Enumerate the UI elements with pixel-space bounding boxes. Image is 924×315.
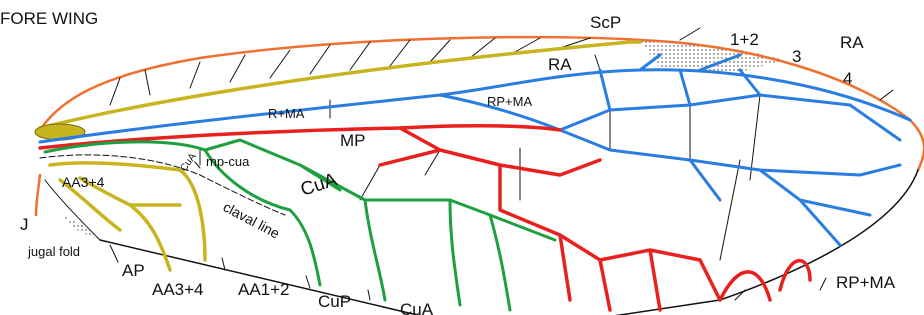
wing-veins: [35, 28, 924, 315]
vein-label: CuA: [298, 169, 340, 200]
vein-label: R+MA: [268, 106, 305, 121]
vein-label: AA3+4: [62, 174, 105, 190]
vein-label: RA: [548, 55, 572, 74]
vein-label: RP+MA: [836, 273, 896, 292]
vein-label: RA: [840, 33, 864, 52]
vein-label: CuA: [400, 300, 434, 315]
vein-label: RP+MA: [487, 94, 532, 109]
vein-label: 1+2: [730, 30, 759, 49]
vein-label: J: [20, 215, 29, 234]
vein-label: 3: [792, 47, 801, 66]
wing-diagram: FORE WING ScP 1+2 3 RA 4 RA R+MA RP+MA M…: [0, 0, 924, 315]
diagram-title: FORE WING: [0, 9, 98, 28]
vein-label: CuP: [318, 292, 351, 311]
vein-label: mp-cua: [206, 154, 250, 169]
vein-label: 4: [843, 69, 852, 88]
vein-label: AP: [122, 261, 145, 280]
vein-label: AA1+2: [238, 280, 290, 299]
vein-label: AA3+4: [152, 280, 204, 299]
vein-label: MP: [340, 131, 366, 150]
vein-label: jugal fold: [27, 244, 80, 259]
vein-label: ScP: [590, 13, 621, 32]
